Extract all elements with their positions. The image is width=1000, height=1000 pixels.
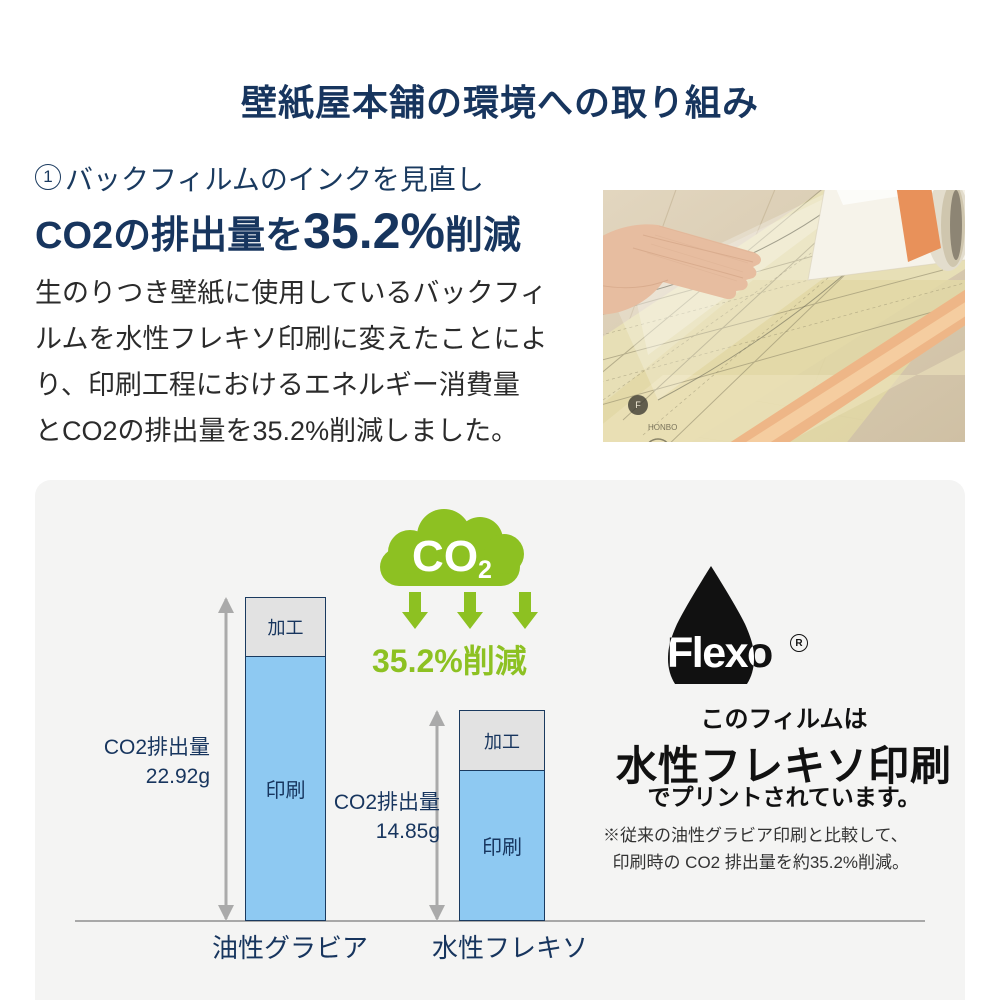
svg-text:HONBO: HONBO (648, 423, 677, 432)
svg-text:F: F (635, 400, 641, 410)
